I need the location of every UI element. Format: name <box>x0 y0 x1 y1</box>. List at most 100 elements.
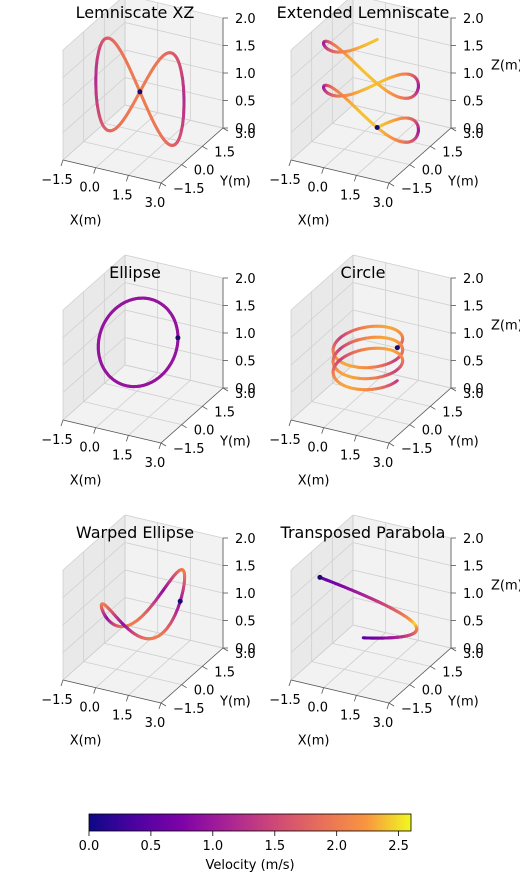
x-axis-label: X(m) <box>298 214 330 229</box>
z-tick-label: 1.0 <box>235 587 256 602</box>
trajectory <box>99 568 187 641</box>
z-tick-label: 2.0 <box>235 532 256 547</box>
z-tick-label: 0.5 <box>463 615 484 630</box>
z-tick-label: 0.0 <box>463 122 484 137</box>
z-axis-label: Z(m) <box>491 59 520 74</box>
z-tick-label: 2.0 <box>463 532 484 547</box>
x-tick-label: 3.0 <box>373 196 394 211</box>
y-tick-label: 1.5 <box>442 405 463 420</box>
start-marker <box>394 345 400 351</box>
y-axis-label: Y(m) <box>219 435 251 450</box>
z-tick-label: 0.0 <box>463 642 484 657</box>
x-tick-label: 0.0 <box>307 701 328 716</box>
y-tick-label: −1.5 <box>173 182 205 197</box>
floor-pane <box>63 365 223 443</box>
y-tick-label: 3.0 <box>235 387 256 402</box>
axis-lines <box>60 277 229 450</box>
x-tick-label: 0.0 <box>79 701 100 716</box>
x-tick-label: −1.5 <box>269 693 301 708</box>
z-axis-label: Z(m) <box>491 579 520 594</box>
x-tick-label: 0.0 <box>307 181 328 196</box>
z-tick-label: 1.5 <box>235 560 256 575</box>
colorbar: 0.0 0.5 1.0 1.5 2.0 2.5 Velocity (m/s) <box>79 813 412 873</box>
colorbar-tick-label: 0.5 <box>141 839 162 854</box>
x-tick-label: 1.5 <box>112 708 133 723</box>
subplot-title: Ellipse <box>109 263 161 282</box>
y-tick-label: 0.0 <box>194 424 215 439</box>
x-tick-label: −1.5 <box>41 173 73 188</box>
axis-lines <box>288 537 457 710</box>
start-marker <box>177 598 183 604</box>
y-tick-label: −1.5 <box>173 442 205 457</box>
z-tick-label: 2.0 <box>463 272 484 287</box>
side-pane <box>291 0 353 160</box>
x-axis-label: X(m) <box>298 474 330 489</box>
z-tick-label: 1.0 <box>235 67 256 82</box>
floor-pane <box>291 105 451 183</box>
subplot-1: Lemniscate XZ−1.50.01.53.0X(m)−1.50.01.5… <box>41 0 256 229</box>
floor-pane <box>291 625 451 703</box>
z-tick-label: 1.5 <box>463 40 484 55</box>
x-tick-label: 3.0 <box>373 456 394 471</box>
y-tick-label: 0.0 <box>194 164 215 179</box>
y-axis-label: Y(m) <box>447 435 479 450</box>
floor-pane <box>63 625 223 703</box>
x-axis-label: X(m) <box>70 734 102 749</box>
z-tick-label: 0.5 <box>235 95 256 110</box>
trajectory <box>96 296 180 389</box>
z-tick-label: 0.5 <box>235 615 256 630</box>
y-axis-label: Y(m) <box>447 695 479 710</box>
trajectory <box>94 36 186 147</box>
z-axis-label: Z(m) <box>491 319 520 334</box>
axis-lines <box>288 277 457 450</box>
x-tick-label: 0.0 <box>79 181 100 196</box>
subplot-3: Ellipse−1.50.01.53.0X(m)−1.50.01.53.0Y(m… <box>41 254 256 489</box>
axis-lines <box>60 17 229 190</box>
subplot-title: Warped Ellipse <box>76 523 194 542</box>
x-tick-label: 1.5 <box>340 188 361 203</box>
z-tick-label: 1.0 <box>235 327 256 342</box>
z-tick-label: 0.5 <box>235 355 256 370</box>
y-tick-label: 1.5 <box>214 665 235 680</box>
colorbar-tick-label: 2.0 <box>326 839 347 854</box>
colorbar-tick-label: 0.0 <box>79 839 100 854</box>
x-axis-label: X(m) <box>70 474 102 489</box>
y-tick-label: 0.0 <box>422 684 443 699</box>
y-tick-label: 0.0 <box>422 164 443 179</box>
z-tick-label: 0.0 <box>463 382 484 397</box>
z-tick-label: 2.0 <box>235 12 256 27</box>
y-tick-label: −1.5 <box>401 182 433 197</box>
z-tick-label: 0.0 <box>235 642 256 657</box>
start-marker <box>137 89 143 95</box>
subplot-title: Circle <box>341 263 386 282</box>
x-tick-label: 3.0 <box>145 196 166 211</box>
back-pane <box>353 0 451 128</box>
trajectory <box>331 324 405 392</box>
y-tick-label: −1.5 <box>401 702 433 717</box>
z-tick-label: 1.5 <box>463 560 484 575</box>
trajectory <box>318 575 419 640</box>
colorbar-tick-label: 2.5 <box>388 839 409 854</box>
x-tick-label: −1.5 <box>41 433 73 448</box>
z-tick-label: 1.0 <box>463 587 484 602</box>
x-tick-label: −1.5 <box>269 173 301 188</box>
x-tick-label: 3.0 <box>145 716 166 731</box>
y-tick-label: 3.0 <box>463 127 484 142</box>
x-tick-label: −1.5 <box>269 433 301 448</box>
y-tick-label: −1.5 <box>173 702 205 717</box>
x-axis-label: X(m) <box>298 734 330 749</box>
z-tick-label: 2.0 <box>235 272 256 287</box>
x-tick-label: 0.0 <box>79 441 100 456</box>
y-tick-label: 0.0 <box>194 684 215 699</box>
subplot-title: Lemniscate XZ <box>76 3 195 22</box>
start-marker <box>374 125 380 130</box>
subplot-6: Transposed Parabola−1.50.01.53.0X(m)−1.5… <box>269 514 520 749</box>
x-tick-label: 0.0 <box>307 441 328 456</box>
x-tick-label: 1.5 <box>112 188 133 203</box>
z-tick-label: 1.5 <box>235 40 256 55</box>
y-tick-label: 1.5 <box>214 405 235 420</box>
subplot-2: Extended Lemniscate−1.50.01.53.0X(m)−1.5… <box>269 0 520 229</box>
floor-pane <box>291 365 451 443</box>
start-marker <box>317 574 323 580</box>
z-tick-label: 0.0 <box>235 382 256 397</box>
